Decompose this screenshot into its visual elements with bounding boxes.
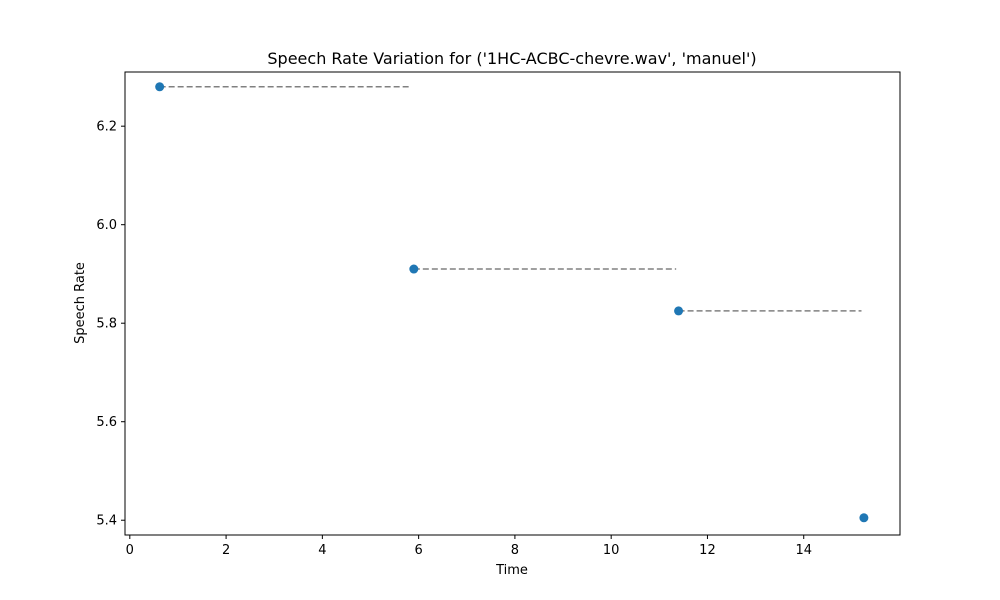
x-tick-label: 6 (414, 543, 422, 558)
x-tick-label: 4 (318, 543, 326, 558)
x-tick-label: 2 (222, 543, 230, 558)
y-tick-label: 5.4 (96, 514, 117, 529)
points-layer (155, 82, 869, 523)
y-axis-label: Speech Rate (73, 262, 88, 344)
x-axis-label: Time (495, 563, 528, 578)
y-tick-label: 6.2 (96, 120, 117, 135)
plot-frame (124, 71, 901, 536)
x-tick-label: 12 (699, 543, 716, 558)
plot-area (155, 82, 869, 523)
data-point-1 (409, 264, 419, 274)
chart-title: Speech Rate Variation for ('1HC-ACBC-che… (267, 49, 756, 68)
y-tick-label: 5.6 (96, 415, 117, 430)
y-axis: 5.4 5.6 5.8 6.0 6.2 (96, 120, 125, 529)
x-tick-label: 0 (126, 543, 134, 558)
data-point-3 (859, 513, 869, 523)
x-axis: 0 2 4 6 8 10 12 14 (126, 535, 812, 558)
data-point-2 (674, 306, 684, 316)
y-tick-label: 5.8 (96, 317, 117, 332)
x-tick-label: 8 (511, 543, 519, 558)
segments-layer (159, 86, 862, 312)
data-point-0 (155, 82, 165, 92)
y-tick-label: 6.0 (96, 218, 117, 233)
x-tick-label: 10 (603, 543, 620, 558)
x-tick-label: 14 (795, 543, 812, 558)
